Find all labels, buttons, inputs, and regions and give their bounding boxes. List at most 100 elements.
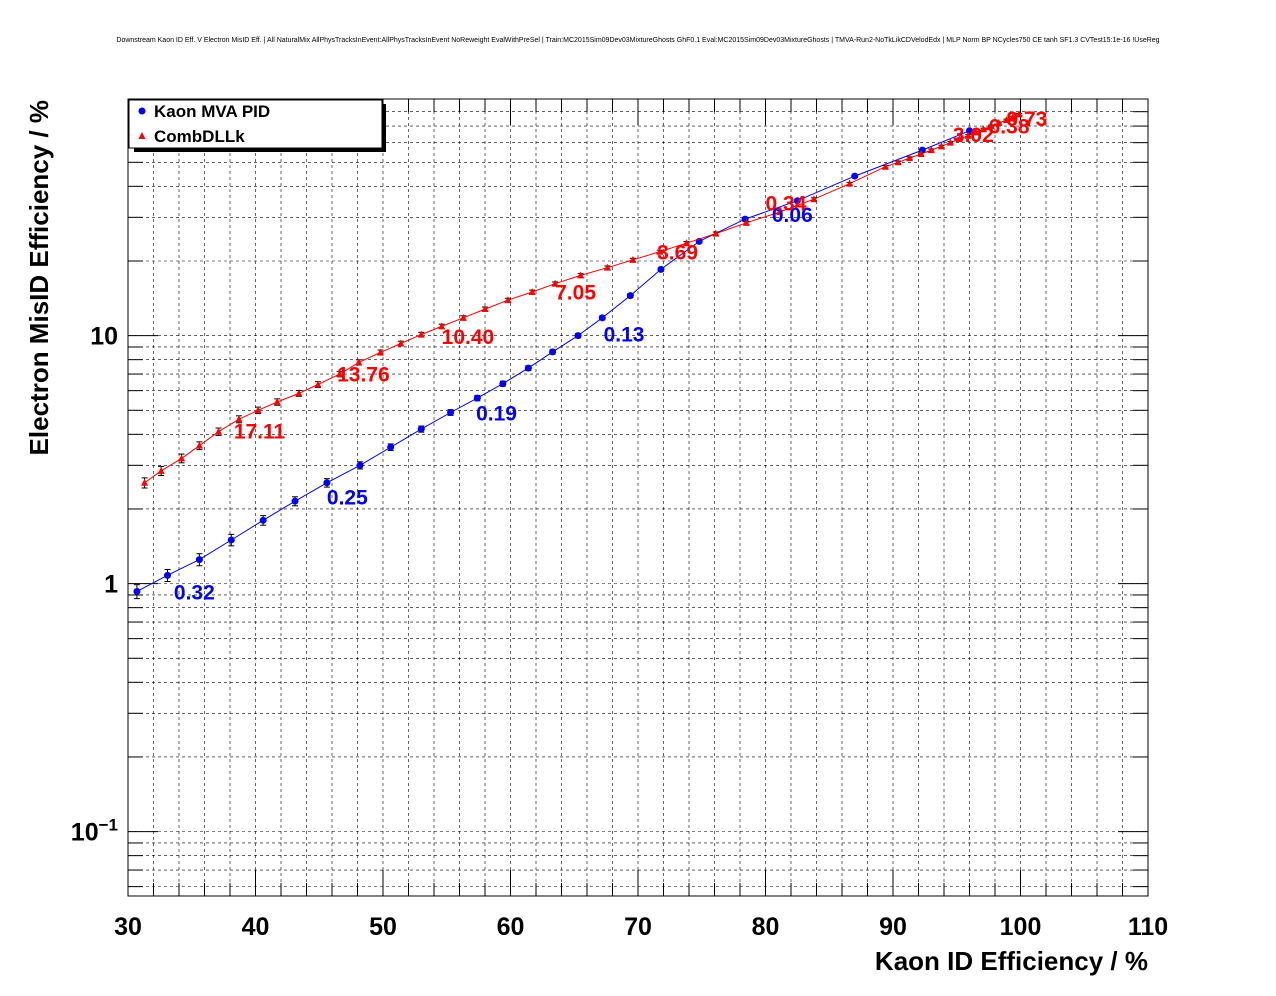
data-point [235,415,243,423]
x-tick-label: 30 [114,913,142,941]
data-point [682,239,690,247]
data-point [141,478,149,486]
point-label: 0.34 [766,192,807,215]
legend-label: CombDLLk [154,127,245,146]
legend-marker [138,132,146,139]
point-label: 0.19 [476,402,517,425]
x-tick-label: 110 [1128,913,1168,941]
data-point [504,296,512,304]
y-tick-base: 10 [71,819,99,847]
point-label: 13.76 [337,363,390,386]
point-label: 0.06 [772,204,813,227]
data-point [927,146,935,154]
data-point [355,358,363,366]
data-point [417,330,425,338]
data-point [937,142,945,150]
data-point [291,497,299,505]
point-label: 7.05 [555,281,596,304]
y-tick-base: 10 [90,323,118,351]
y-tick-exponent: −1 [99,816,118,835]
point-label: 0.13 [604,324,645,347]
data-point [314,380,322,388]
x-tick-label: 40 [242,913,270,941]
data-point [1002,116,1010,124]
chart-title: Downstream Kaon ID Eff. V Electron MisID… [116,37,1159,44]
data-point [776,208,784,216]
data-point [178,454,186,462]
data-point [227,536,235,544]
data-point [946,138,954,146]
data-point [295,389,303,397]
data-point [603,263,611,271]
data-point [980,125,988,133]
data-point [1009,113,1017,121]
data-point [964,131,972,139]
legend-label: Kaon MVA PID [154,102,270,121]
data-point [626,292,634,300]
x-tick-label: 50 [369,913,397,941]
point-label: 6.38 [989,115,1030,138]
data-point [387,443,395,451]
data-point [549,348,557,356]
data-point [499,380,507,388]
data-point [438,322,446,330]
point-label: 9.73 [1006,108,1047,131]
data-point [254,406,262,414]
x-tick-label: 80 [752,913,780,941]
x-tick-label: 70 [624,913,652,941]
data-point [459,313,467,321]
point-annotations: 0.32 0.25 0.19 0.13 0.06 17.11 13.76 10.40 7.05 3… [174,108,1047,605]
data-point [157,466,165,474]
data-point [574,332,582,340]
data-point [712,229,720,237]
data-point [906,154,914,162]
data-point [657,265,665,273]
x-tick-label: 60 [497,913,525,941]
data-point [598,314,606,322]
y-tick-label: 10−1 [71,816,118,847]
x-tick-label: 100 [1000,913,1042,941]
y-axis-title: Electron MisID Efficiency / % [24,100,54,455]
legend-marker [138,107,146,115]
data-point [810,195,818,203]
x-tick-label: 90 [879,913,907,941]
data-series [133,110,1023,600]
data-point [629,255,637,263]
data-point [894,158,902,166]
data-point [551,279,559,287]
data-point [656,247,664,255]
data-point [987,122,995,130]
y-tick-base: 1 [104,571,118,599]
data-point [447,408,455,416]
x-tick-labels: 30 40 50 60 70 80 90 100 110 [114,913,1168,941]
data-point [481,305,489,313]
data-point [397,339,405,347]
data-point [473,394,481,402]
data-point [1015,110,1023,118]
data-point [528,287,536,295]
data-point [995,119,1003,127]
series-1 [141,110,1023,489]
data-point [259,516,267,524]
data-point [966,127,973,135]
data-point [955,135,963,143]
point-label: 17.11 [234,420,286,443]
legend-entry: Kaon MVA PID [138,102,270,121]
series-0 [133,127,973,600]
data-point [917,150,925,158]
data-point [164,571,172,579]
data-point [851,172,859,180]
data-point [376,348,384,356]
point-label: 0.32 [174,581,215,604]
legend-entry: CombDLLk [138,127,245,146]
data-point [417,425,425,433]
x-axis-title: Kaon ID Efficiency / % [875,946,1148,976]
point-label: 3.69 [657,242,698,265]
point-label: 3.02 [953,124,994,147]
y-tick-label: 10 [90,323,118,351]
data-point [524,364,532,372]
data-point [577,271,585,279]
legend-box [128,99,383,149]
